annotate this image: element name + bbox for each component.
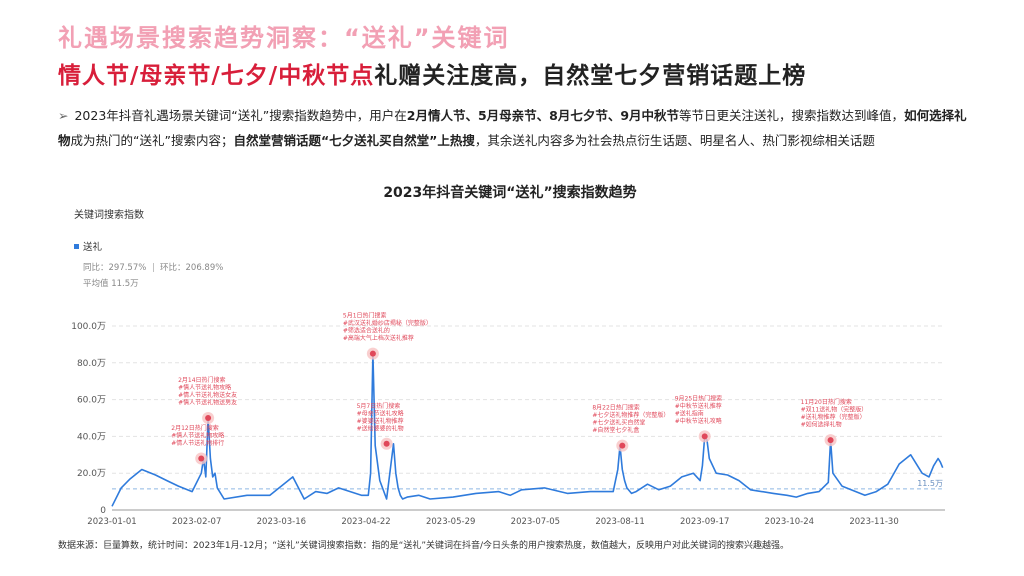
annotation-text: #中秋节送礼推荐 <box>675 402 722 410</box>
annotation-point <box>619 442 626 449</box>
x-tick-label: 2023-04-22 <box>341 517 390 527</box>
summary-paragraph: ➢ 2023年抖音礼遇场景关键词“送礼”搜索指数趋势中，用户在2月情人节、5月母亲… <box>58 103 973 153</box>
summary-bold-3: 自然堂营销话题“七夕送礼买自然堂”上热搜 <box>233 133 475 148</box>
x-tick-label: 2023-09-17 <box>680 517 729 527</box>
annotation-text: #婆婆送礼物推荐 <box>357 417 404 425</box>
x-tick-label: 2023-10-24 <box>765 517 814 527</box>
page-subtitle: 情人节/母亲节/七夕/中秋节点礼赠关注度高，自然堂七夕营销话题上榜 <box>58 56 806 90</box>
annotation-text: 5月7日热门搜索 <box>357 402 401 410</box>
y-axis-label: 关键词搜索指数 <box>74 208 144 221</box>
annotation-point <box>383 440 390 447</box>
chart-container: 2023年抖音关键词“送礼”搜索指数趋势 关键词搜索指数送礼同比：297.57%… <box>60 178 960 548</box>
legend-series-name: 送礼 <box>83 241 103 253</box>
legend-mom: 环比：206.89% <box>160 262 223 273</box>
annotation-text: #如何选择礼物 <box>801 421 842 429</box>
x-tick-label: 2023-02-07 <box>172 517 221 527</box>
annotation-text: 8月22日热门搜索 <box>592 404 639 412</box>
summary-text-4: ，其余送礼内容多为社会热点衍生话题、明星名人、热门影视综相关话题 <box>474 133 875 148</box>
annotation-point <box>198 455 205 462</box>
chart-title: 2023年抖音关键词“送礼”搜索指数趋势 <box>383 185 637 201</box>
page-title: 礼遇场景搜索趋势洞察：“送礼”关键词 <box>58 24 510 52</box>
legend-yoy: 同比：297.57% <box>83 262 146 273</box>
annotation-point <box>205 415 212 421</box>
annotation-text: #送礼物推荐（完整版） <box>801 413 866 421</box>
x-tick-label: 2023-07-05 <box>511 517 560 527</box>
legend-marker <box>74 244 79 249</box>
legend-separator: | <box>152 263 155 273</box>
data-source-note: 数据来源：巨量算数，统计时间：2023年1月-12月；“送礼”关键词搜索指数：指… <box>58 541 790 551</box>
y-tick-label: 40.0万 <box>77 432 106 442</box>
annotation-text: #双11送礼物（完整版） <box>801 406 868 414</box>
annotation-text: #情人节送礼物排行 <box>171 439 224 447</box>
annotation-text: #情人节送礼物攻略 <box>171 431 224 439</box>
x-tick-label: 2023-01-01 <box>87 517 136 527</box>
summary-text-2: 等节日更关注送礼，搜索指数达到峰值， <box>679 108 905 123</box>
annotation-text: 2月14日热门搜索 <box>178 376 225 384</box>
annotation-text: #情人节送礼物送男友 <box>178 399 237 407</box>
annotation-text: 9月25日热门搜索 <box>675 394 722 402</box>
annotation-point <box>827 437 834 444</box>
summary-bold-1: 2月情人节、5月母亲节、8月七夕节、9月中秋节 <box>406 108 680 123</box>
legend-average: 平均值 11.5万 <box>83 278 139 289</box>
annotation-point <box>701 433 708 440</box>
y-tick-label: 0 <box>100 506 106 516</box>
annotation-text: #筛选适合送礼的 <box>343 327 390 335</box>
subtitle-rest: 礼赠关注度高，自然堂七夕营销话题上榜 <box>374 63 807 89</box>
subtitle-highlight: 情人节/母亲节/七夕/中秋节点 <box>58 63 375 89</box>
annotation-text: #中秋节送礼攻略 <box>675 417 722 425</box>
annotation-text: #母亲节送礼攻略 <box>357 409 404 417</box>
y-tick-label: 20.0万 <box>77 469 106 479</box>
y-tick-label: 80.0万 <box>77 359 106 369</box>
annotation-text: #七夕送礼物推荐（完整版） <box>592 411 669 419</box>
y-tick-label: 60.0万 <box>77 396 106 406</box>
x-tick-label: 2023-08-11 <box>595 517 644 527</box>
x-tick-label: 2023-05-29 <box>426 517 475 527</box>
annotation-text: #送给婆婆的礼物 <box>357 424 404 432</box>
summary-bold-2: 如何选择礼物 <box>58 108 967 148</box>
bullet-arrow-icon: ➢ <box>58 108 69 123</box>
annotation-text: #情人节送礼物送女友 <box>178 391 237 399</box>
series-line-送礼 <box>111 352 944 507</box>
average-line-label: 11.5万 <box>917 479 943 488</box>
y-tick-label: 100.0万 <box>71 322 106 332</box>
annotation-text: 11月20日热门搜索 <box>801 398 852 406</box>
x-tick-label: 2023-03-16 <box>257 517 306 527</box>
annotation-point <box>369 350 376 357</box>
summary-text-3: 成为热门的“送礼”搜索内容； <box>70 133 234 148</box>
x-tick-label: 2023-11-30 <box>849 517 898 527</box>
annotation-text: 5月1日热门搜索 <box>343 312 387 320</box>
annotation-text: #武汉送礼婚纱店揭秘（完整版） <box>343 319 432 327</box>
annotation-text: #送礼指南 <box>675 409 704 417</box>
annotation-text: 2月12日热门搜索 <box>171 424 218 432</box>
annotation-text: #七夕送礼买自然堂 <box>592 419 645 427</box>
annotation-text: #情人节送礼物攻略 <box>178 384 231 392</box>
annotation-text: #高端大气上档次送礼推荐 <box>343 334 414 342</box>
annotation-text: #自然堂七夕礼盒 <box>592 426 639 434</box>
summary-text-1: 2023年抖音礼遇场景关键词“送礼”搜索指数趋势中，用户在 <box>74 108 407 123</box>
